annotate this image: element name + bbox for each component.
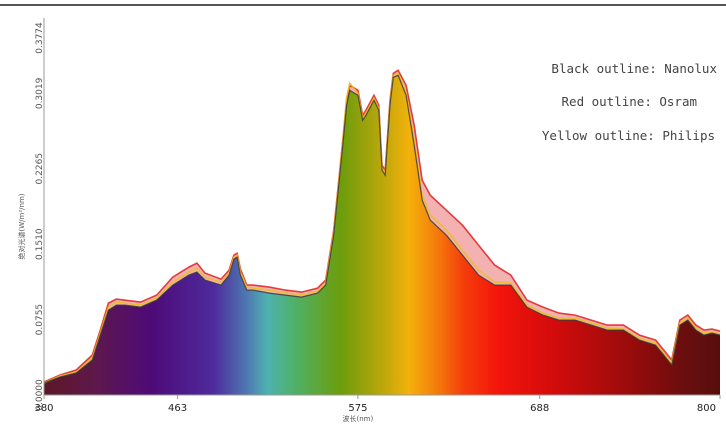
legend: Black outline: Nanolux Red outline: Osra… (542, 61, 718, 143)
series-philips-line (43, 72, 721, 384)
axes (43, 18, 720, 396)
x-axis-label: 波长(nm) (342, 414, 373, 423)
y-tick-label: 0.1510 (35, 228, 45, 260)
x-tick-label: 688 (530, 403, 549, 414)
x-tick-label: 380 (34, 403, 53, 414)
y-axis-label: 绝对光谱(W/m²/nm) (17, 193, 26, 259)
legend-entry-osram: Red outline: Osram (562, 94, 697, 109)
y-tick-label: 0.3774 (35, 22, 45, 54)
series-osram-line (43, 69, 721, 383)
series-nanolux-line (43, 74, 721, 384)
x-tick-label: 800 (697, 403, 716, 414)
y-tick-label: 0.3019 (35, 77, 45, 109)
y-tick-labels: 0.0000 0.0755 0.1510 0.2265 0.3019 0.3774 (35, 22, 45, 411)
x-tick-labels: 380 463 575 688 800 (34, 395, 721, 414)
series-outlines (43, 69, 721, 396)
y-tick-label: 0.2265 (35, 153, 45, 185)
y-tick-label: 0.0000 (35, 379, 45, 411)
legend-entry-philips: Yellow outline: Philips (542, 128, 715, 143)
x-tick-label: 463 (168, 403, 187, 414)
legend-entry-nanolux: Black outline: Nanolux (551, 61, 717, 76)
x-tick-label: 575 (348, 403, 367, 414)
y-tick-label: 0.0755 (35, 304, 45, 336)
series-osram-area (44, 70, 720, 396)
